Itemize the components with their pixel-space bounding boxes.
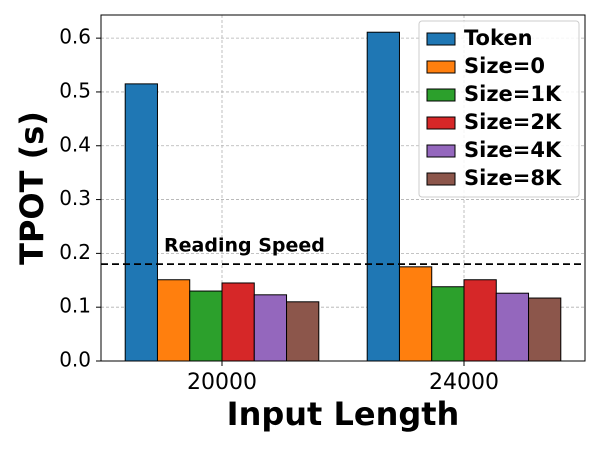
reference-label: Reading Speed xyxy=(164,235,325,257)
legend-swatch xyxy=(426,60,456,74)
legend-label: Size=2K xyxy=(464,110,562,134)
legend-swatch xyxy=(426,144,456,158)
bar xyxy=(398,266,433,362)
plot-frame xyxy=(100,14,586,362)
legend-label: Size=0 xyxy=(464,54,545,78)
legend-swatch xyxy=(426,88,456,102)
bar xyxy=(156,279,191,362)
bar xyxy=(221,282,255,362)
bar xyxy=(189,290,223,362)
bar xyxy=(286,301,320,362)
legend-swatch xyxy=(426,116,456,130)
bar xyxy=(431,286,465,362)
bar xyxy=(366,31,400,362)
legend-label: Token xyxy=(464,26,533,50)
legend: Token Size=0 Size=1K Size=2K Size=4K Size=8K xyxy=(418,20,580,198)
bar xyxy=(463,279,497,362)
y-tick-label: 0.1 xyxy=(59,294,91,318)
legend-label: Size=1K xyxy=(464,82,562,106)
y-axis-label: TPOT (s) xyxy=(13,111,51,265)
x-axis-label: Input Length xyxy=(227,395,460,433)
y-tick-label: 0.3 xyxy=(59,186,91,210)
bar xyxy=(495,292,530,362)
bar xyxy=(124,83,158,362)
legend-box xyxy=(418,20,580,198)
y-tick-label: 0.0 xyxy=(59,348,91,372)
y-tick-label: 0.6 xyxy=(59,25,91,49)
bar xyxy=(253,294,288,362)
y-tick-label: 0.5 xyxy=(59,78,91,102)
legend-swatch xyxy=(426,32,456,46)
legend-label: Size=8K xyxy=(464,166,562,190)
y-tick-label: 0.2 xyxy=(59,240,91,264)
x-tick-label: 20000 xyxy=(187,370,257,395)
legend-label: Size=4K xyxy=(464,138,562,162)
x-tick-label: 24000 xyxy=(429,370,499,395)
y-tick-label: 0.4 xyxy=(59,132,91,156)
legend-swatch xyxy=(426,172,456,186)
bar xyxy=(528,297,562,362)
